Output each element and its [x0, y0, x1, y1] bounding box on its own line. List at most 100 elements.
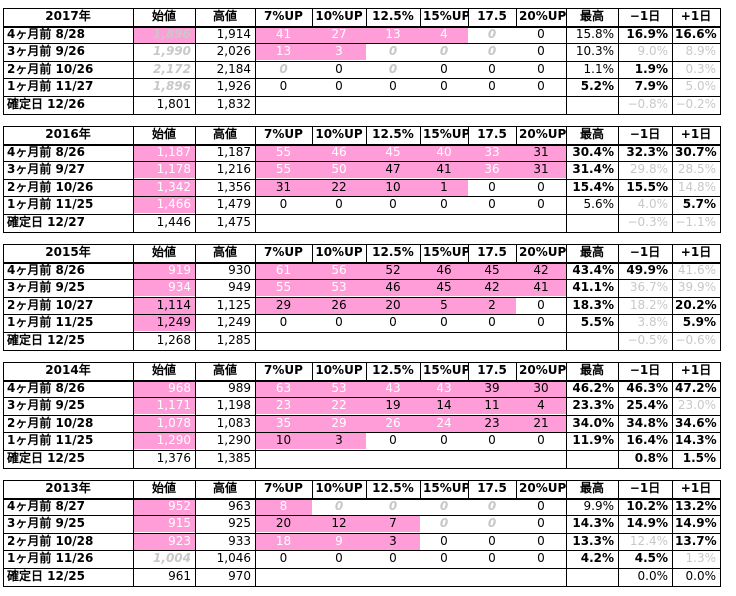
- data-cell[interactable]: 23: [468, 414, 516, 432]
- data-cell[interactable]: [468, 450, 516, 467]
- data-cell[interactable]: 0: [537, 551, 545, 566]
- data-cell[interactable]: 0: [537, 433, 545, 448]
- data-cell[interactable]: 31.4%: [572, 162, 614, 177]
- data-cell[interactable]: [366, 568, 420, 585]
- column-header[interactable]: 高値: [212, 245, 237, 259]
- data-cell[interactable]: 34.6%: [675, 415, 717, 430]
- column-header[interactable]: 17.5: [477, 481, 507, 495]
- data-cell[interactable]: 5: [420, 296, 468, 314]
- data-cell[interactable]: [420, 96, 468, 113]
- data-cell[interactable]: 61: [255, 261, 312, 279]
- column-header[interactable]: 12.5%: [372, 127, 414, 141]
- data-cell[interactable]: 1,342: [133, 178, 195, 196]
- data-cell[interactable]: 46: [420, 261, 468, 279]
- data-cell[interactable]: 8: [255, 497, 312, 515]
- data-cell[interactable]: 0: [488, 551, 496, 566]
- data-cell[interactable]: 0: [488, 179, 496, 194]
- data-cell[interactable]: 34.0%: [572, 415, 614, 430]
- data-cell[interactable]: [312, 214, 366, 231]
- data-cell[interactable]: 989: [228, 380, 251, 395]
- data-cell[interactable]: 15.4%: [572, 179, 614, 194]
- data-cell[interactable]: 1,926: [216, 79, 251, 94]
- data-cell[interactable]: 923: [133, 532, 195, 550]
- data-cell[interactable]: 41.1%: [572, 280, 614, 295]
- data-cell[interactable]: [366, 96, 420, 113]
- data-cell[interactable]: 1,268: [156, 333, 191, 347]
- data-cell[interactable]: 31: [516, 161, 566, 179]
- column-header[interactable]: 15%UP: [423, 363, 468, 377]
- data-cell[interactable]: 961: [168, 569, 191, 583]
- column-header[interactable]: 10%UP: [315, 245, 363, 259]
- column-header[interactable]: 20%UP: [519, 481, 566, 495]
- data-cell[interactable]: 33: [468, 143, 516, 161]
- column-header[interactable]: 20%UP: [519, 127, 566, 141]
- data-cell[interactable]: 42: [468, 279, 516, 297]
- data-cell[interactable]: 45: [468, 261, 516, 279]
- column-header[interactable]: −1日: [629, 127, 661, 141]
- data-cell[interactable]: 20: [255, 515, 312, 533]
- data-cell[interactable]: 0: [335, 551, 343, 566]
- data-cell[interactable]: 18: [255, 532, 312, 550]
- data-cell[interactable]: 4: [420, 25, 468, 43]
- data-cell[interactable]: 0: [537, 197, 545, 212]
- data-cell[interactable]: [312, 450, 366, 467]
- row-label[interactable]: 確定日 12/25: [7, 451, 85, 465]
- data-cell[interactable]: 41: [255, 25, 312, 43]
- data-cell[interactable]: 5.7%: [682, 197, 716, 212]
- data-cell[interactable]: 20: [366, 296, 420, 314]
- data-cell[interactable]: [312, 96, 366, 113]
- data-cell[interactable]: 46.3%: [626, 380, 668, 395]
- data-cell[interactable]: 25.4%: [626, 398, 668, 413]
- column-header[interactable]: 10%UP: [315, 9, 363, 23]
- data-cell[interactable]: 1,896: [133, 25, 195, 43]
- data-cell[interactable]: 0: [389, 433, 397, 448]
- data-cell[interactable]: 13.2%: [675, 498, 717, 513]
- column-header[interactable]: −1日: [629, 481, 661, 495]
- data-cell[interactable]: 0: [279, 79, 288, 94]
- data-cell[interactable]: 4: [516, 397, 566, 415]
- row-label[interactable]: 3ヶ月前 9/25: [7, 280, 85, 295]
- data-cell[interactable]: 55: [255, 279, 312, 297]
- data-cell[interactable]: 10: [255, 432, 312, 450]
- data-cell[interactable]: 31: [516, 143, 566, 161]
- data-cell[interactable]: 1,290: [133, 432, 195, 450]
- data-cell[interactable]: 0: [537, 315, 545, 330]
- data-cell[interactable]: 1,914: [216, 26, 251, 41]
- column-header[interactable]: 15%UP: [423, 481, 468, 495]
- data-cell[interactable]: 10.3%: [575, 44, 614, 59]
- data-cell[interactable]: 14.9%: [626, 516, 668, 531]
- data-cell[interactable]: 949: [228, 280, 251, 295]
- column-header[interactable]: 始値: [151, 9, 176, 23]
- row-label[interactable]: 確定日 12/25: [7, 569, 85, 583]
- data-cell[interactable]: 9: [312, 532, 366, 550]
- data-cell[interactable]: 0: [440, 197, 448, 212]
- row-label[interactable]: 2ヶ月前 10/26: [7, 179, 94, 194]
- data-cell[interactable]: 4.2%: [580, 551, 614, 566]
- data-cell[interactable]: 1,249: [216, 315, 251, 330]
- column-header[interactable]: 7%UP: [264, 9, 303, 23]
- year-label[interactable]: 2014年: [45, 363, 91, 377]
- data-cell[interactable]: [255, 214, 312, 231]
- data-cell[interactable]: 0.3%: [685, 61, 717, 76]
- column-header[interactable]: 17.5: [477, 127, 507, 141]
- column-header[interactable]: 17.5: [477, 245, 507, 259]
- data-cell[interactable]: 915: [133, 515, 195, 533]
- data-cell[interactable]: 0: [440, 533, 448, 548]
- data-cell[interactable]: 10: [366, 178, 420, 196]
- data-cell[interactable]: 26: [312, 296, 366, 314]
- data-cell[interactable]: 1,216: [216, 162, 251, 177]
- data-cell[interactable]: 2,172: [153, 61, 191, 76]
- data-cell[interactable]: 41.6%: [677, 262, 716, 277]
- data-cell[interactable]: 46.2%: [572, 380, 614, 395]
- year-label[interactable]: 2016年: [45, 127, 91, 141]
- data-cell[interactable]: 0: [335, 315, 343, 330]
- data-cell[interactable]: 5.9%: [682, 315, 716, 330]
- data-cell[interactable]: 15.5%: [626, 179, 668, 194]
- data-cell[interactable]: 31: [255, 178, 312, 196]
- column-header[interactable]: +1日: [680, 245, 712, 259]
- data-cell[interactable]: 36: [468, 161, 516, 179]
- data-cell[interactable]: 18.3%: [572, 297, 614, 312]
- data-cell[interactable]: 1,990: [153, 44, 191, 59]
- data-cell[interactable]: [566, 214, 618, 231]
- row-label[interactable]: 1ヶ月前 11/25: [7, 433, 94, 448]
